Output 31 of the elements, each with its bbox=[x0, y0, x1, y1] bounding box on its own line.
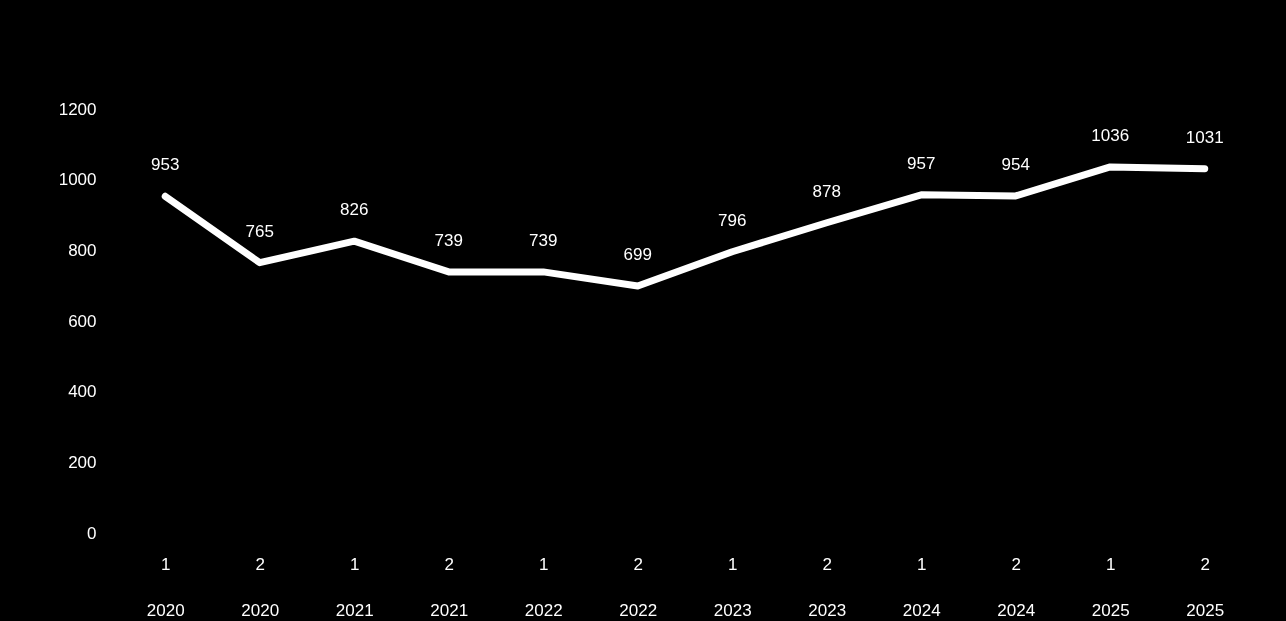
y-tick-label: 800 bbox=[68, 240, 97, 260]
category-label: 2 2020 bbox=[241, 554, 280, 620]
y-tick-label: 1200 bbox=[58, 99, 97, 119]
y-tick-label: 200 bbox=[68, 452, 97, 472]
category-label: 1 2021 bbox=[335, 554, 374, 620]
category-label: 1 2020 bbox=[146, 554, 185, 620]
data-label: 765 bbox=[245, 221, 274, 241]
data-label: 878 bbox=[812, 181, 841, 201]
y-tick-label: 600 bbox=[68, 311, 97, 331]
category-label: 1 2023 bbox=[713, 554, 752, 620]
category-label: 2 2021 bbox=[430, 554, 469, 620]
category-label: 2 2024 bbox=[997, 554, 1036, 620]
data-label: 796 bbox=[718, 210, 747, 230]
category-label: 1 2024 bbox=[902, 554, 941, 620]
data-label: 739 bbox=[529, 230, 558, 250]
data-label: 1036 bbox=[1091, 125, 1130, 145]
category-label: 1 2022 bbox=[524, 554, 563, 620]
category-label: 2 2023 bbox=[808, 554, 847, 620]
data-label: 954 bbox=[1001, 154, 1030, 174]
y-tick-label: 400 bbox=[68, 382, 97, 402]
data-label: 826 bbox=[340, 200, 369, 220]
y-tick-label: 0 bbox=[87, 523, 97, 543]
data-label: 1031 bbox=[1185, 127, 1224, 147]
data-label: 739 bbox=[434, 230, 463, 250]
category-label: 1 2025 bbox=[1091, 554, 1130, 620]
data-label: 957 bbox=[907, 153, 936, 173]
y-tick-label: 1000 bbox=[58, 170, 97, 190]
category-label: 2 2025 bbox=[1186, 554, 1225, 620]
data-label: 699 bbox=[623, 245, 652, 265]
category-label: 2 2022 bbox=[619, 554, 658, 620]
data-label: 953 bbox=[151, 155, 180, 175]
